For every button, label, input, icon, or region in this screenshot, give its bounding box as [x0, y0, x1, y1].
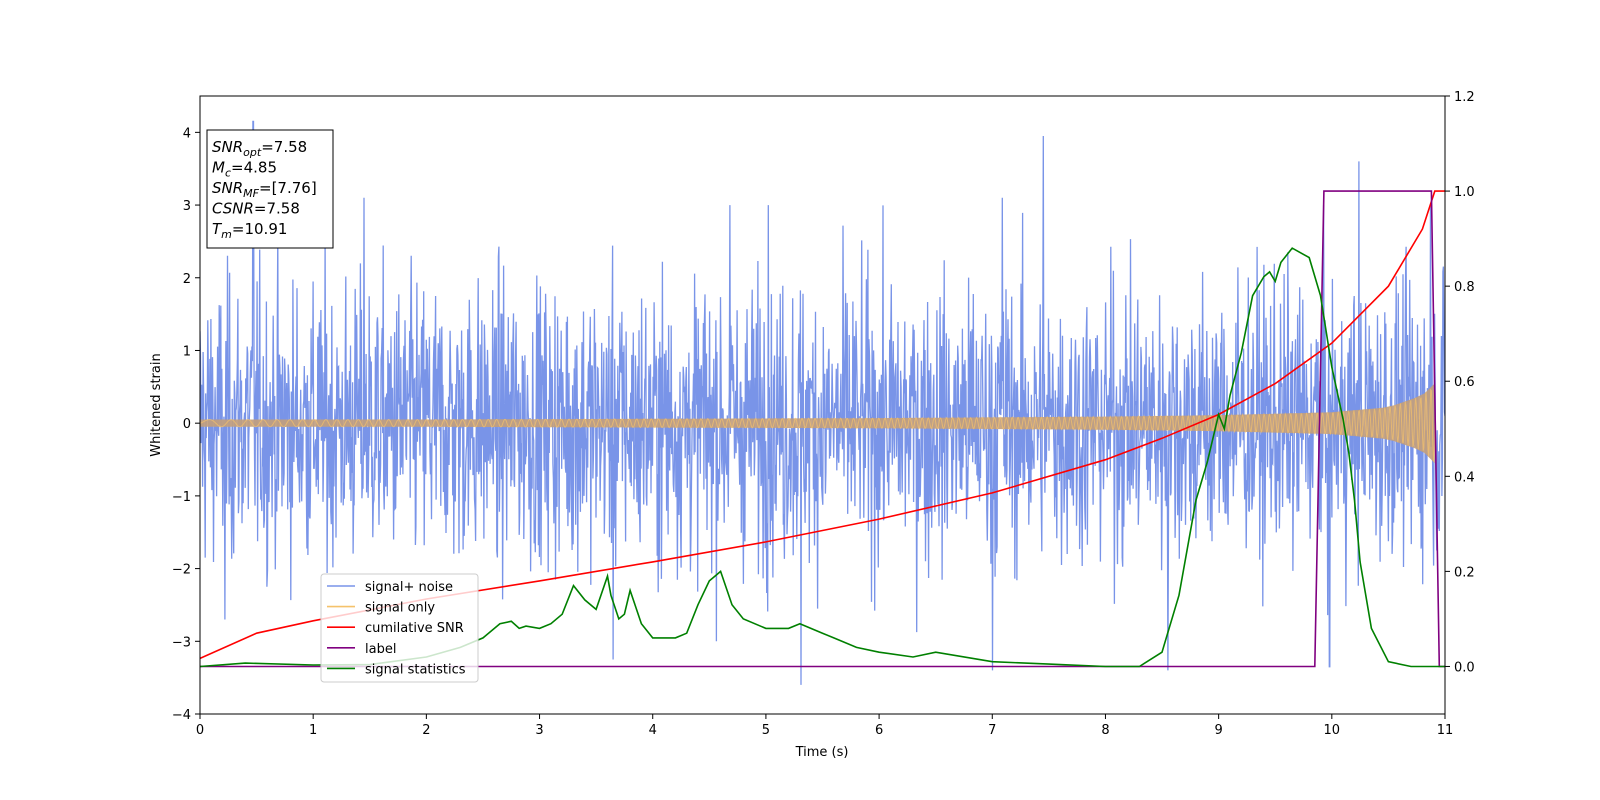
y2-tick-label: 0.8: [1454, 280, 1475, 295]
legend: signal+ noise signal only cumilative SNR la…: [320, 573, 479, 683]
y-tick-label: 1: [183, 344, 191, 359]
y2-tick-label: 1.2: [1454, 90, 1475, 105]
y-axis-right: 0.0 0.2 0.4 0.6 0.8 1.0 1.2: [1445, 90, 1475, 675]
legend-label: signal only: [365, 601, 435, 616]
annotation-line: SNRMF=[7.76]: [212, 179, 317, 200]
x-tick-label: 7: [988, 723, 996, 738]
y2-tick-label: 0.6: [1454, 375, 1475, 390]
x-tick-label: 10: [1324, 723, 1341, 738]
x-tick-label: 2: [422, 723, 430, 738]
legend-label: signal statistics: [365, 662, 466, 677]
y-tick-label: −4: [172, 708, 191, 723]
plot-frame: [199, 95, 1446, 715]
x-tick-label: 9: [1214, 723, 1222, 738]
x-tick-label: 5: [762, 723, 770, 738]
y2-tick-label: 0.0: [1454, 660, 1475, 675]
x-tick-label: 1: [309, 723, 317, 738]
x-tick-label: 11: [1437, 723, 1454, 738]
x-tick-label: 3: [535, 723, 543, 738]
legend-frame: [320, 573, 479, 683]
x-axis-label: Time (s): [795, 745, 849, 760]
y-axis-left: −4 −3 −2 −1 0 1 2 3 4: [172, 126, 200, 723]
annotation-frame: [206, 129, 334, 249]
x-tick-label: 8: [1101, 723, 1109, 738]
legend-label: signal+ noise: [365, 580, 453, 595]
annotation-line: SNRopt=7.58: [212, 138, 307, 159]
series-signal-statistics-line: [200, 247, 1445, 668]
x-tick-label: 6: [875, 723, 883, 738]
y2-tick-label: 0.4: [1454, 470, 1475, 485]
y2-tick-label: 0.2: [1454, 565, 1475, 580]
x-axis: 0 1 2 3 4 5 6 7 8 9 10 11: [196, 714, 1453, 738]
legend-label: cumilative SNR: [365, 621, 464, 636]
series-signal-only-line: [200, 388, 1436, 462]
y-tick-label: −1: [172, 490, 191, 505]
y-tick-label: 4: [183, 126, 191, 141]
y-tick-label: −3: [172, 635, 191, 650]
legend-label: label: [365, 642, 396, 657]
series-signal-only-envelope: [200, 383, 1435, 464]
y-tick-label: 3: [183, 199, 191, 214]
y2-tick-label: 1.0: [1454, 185, 1475, 200]
x-tick-label: 4: [649, 723, 657, 738]
y-tick-label: −2: [172, 563, 191, 578]
annotation-line: CSNR=7.58: [212, 200, 300, 218]
y-axis-label: Whitened strain: [149, 353, 164, 456]
x-tick-label: 0: [196, 723, 204, 738]
y-tick-label: 0: [183, 417, 191, 432]
y-tick-label: 2: [183, 272, 191, 287]
annotation-line: Tm=10.91: [212, 220, 287, 241]
annotation-line: Mc=4.85: [212, 159, 277, 180]
